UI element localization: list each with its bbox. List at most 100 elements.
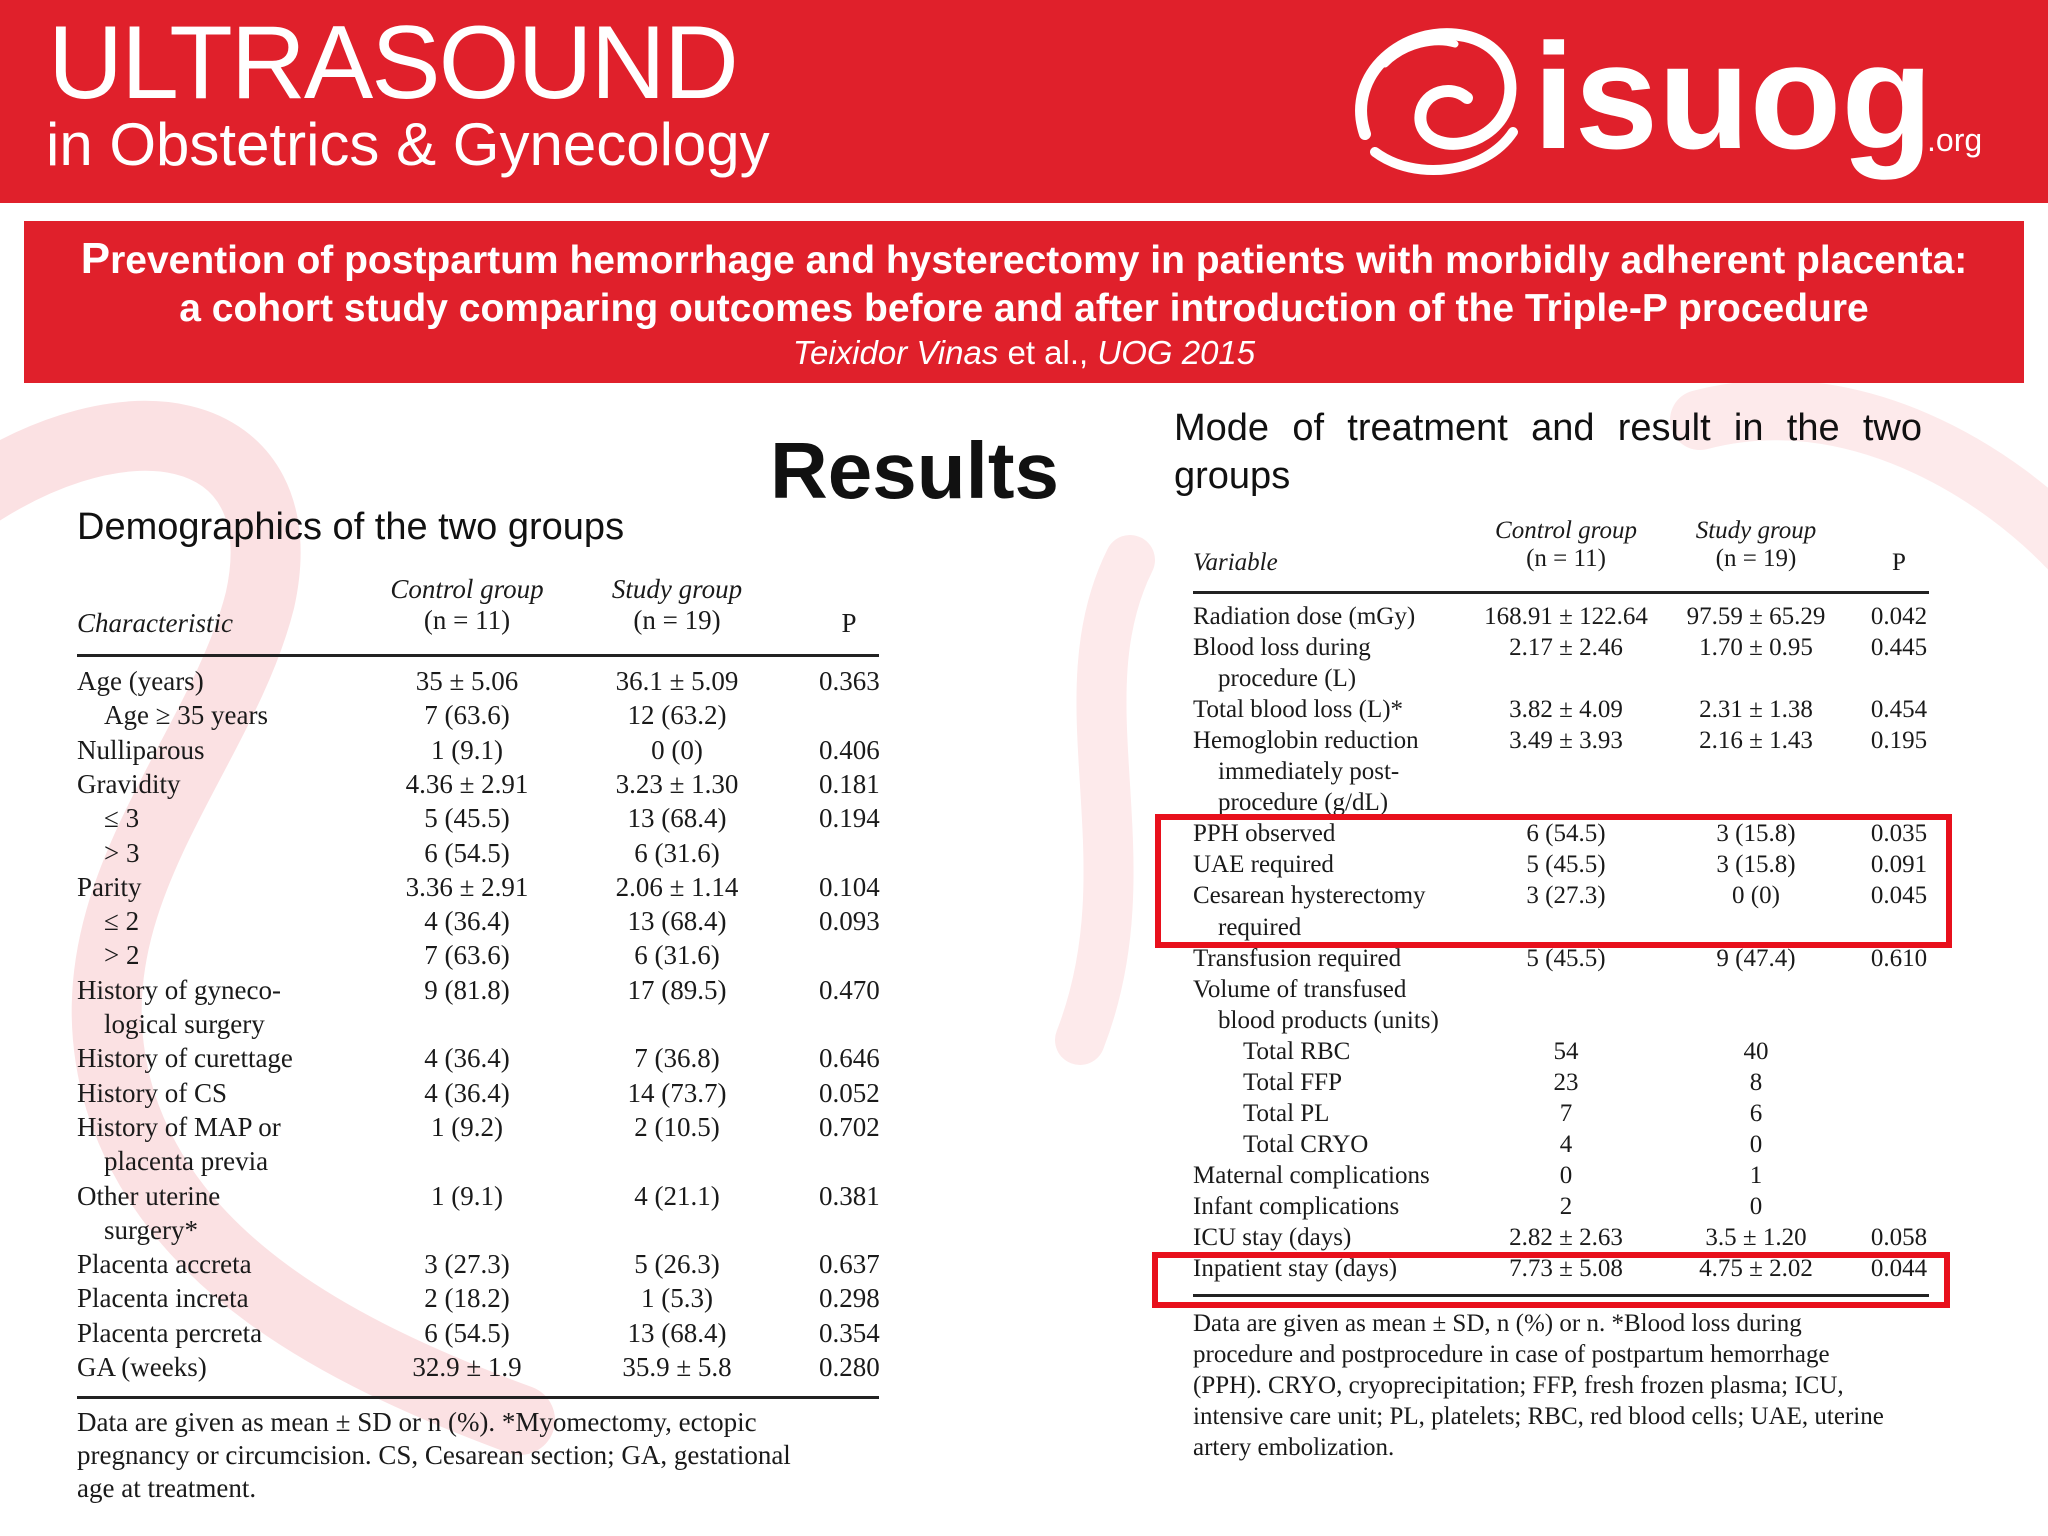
p-value: 0.610 <box>1870 944 1928 972</box>
control-value: 3 (27.3) <box>424 1249 510 1280</box>
study-value: 3 (15.8) <box>1716 820 1796 848</box>
col-header-control: Control group (n = 11) <box>1495 517 1637 572</box>
control-value: 4 (36.4) <box>424 1043 510 1074</box>
row-label: surgery* <box>104 1214 198 1245</box>
row-label: procedure (g/dL) <box>1218 789 1389 817</box>
article-byline: Teixidor Vinas et al., UOG 2015 <box>792 334 1256 371</box>
table-row: Placenta increta 2 (18.2) 1 (5.3) 0.298 <box>77 1281 880 1315</box>
row-label: History of MAP or <box>77 1111 281 1142</box>
p-value: 0.044 <box>1870 1255 1928 1283</box>
table-row: History of MAP or 1 (9.2) 2 (10.5) 0.702 <box>77 1110 880 1144</box>
study-value: 9 (47.4) <box>1716 944 1796 972</box>
control-value: 23 <box>1553 1068 1579 1096</box>
p-value: 0.195 <box>1870 727 1928 755</box>
row-label: History of CS <box>77 1077 228 1108</box>
study-value: 14 (73.7) <box>627 1077 727 1108</box>
table-row: Transfusion required 5 (45.5) 9 (47.4) 0.61… <box>1193 943 1929 974</box>
row-label: Parity <box>77 871 142 902</box>
row-label: Cesarean hysterectomy <box>1193 882 1426 910</box>
table-row: Total FFP 23 8 <box>1193 1067 1929 1098</box>
row-label: Nulliparous <box>77 734 205 765</box>
table-row: Other uterine 1 (9.1) 4 (21.1) 0.381 <box>77 1179 880 1213</box>
isuog-swirl-icon <box>1355 28 1518 175</box>
p-value: 0.646 <box>819 1043 880 1074</box>
p-value: 0.280 <box>819 1352 880 1382</box>
control-value: 3.82 ± 4.09 <box>1509 696 1623 724</box>
control-value: 7 (63.6) <box>424 700 510 731</box>
footnote-line: (PPH). CRYO, cryoprecipitation; FFP, fre… <box>1193 1372 1844 1400</box>
control-value: 3 (27.3) <box>1526 882 1606 910</box>
table-row: > 2 7 (63.6) 6 (31.6) <box>77 938 879 972</box>
p-value: 0.104 <box>819 871 880 902</box>
col-header-characteristic: Characteristic <box>77 608 233 638</box>
control-value: 1 (9.2) <box>431 1111 503 1142</box>
row-label: > 2 <box>104 940 140 971</box>
row-label: Total PL <box>1243 1099 1330 1127</box>
table-row: History of curettage 4 (36.4) 7 (36.8) 0.64… <box>77 1041 880 1075</box>
table-row: GA (weeks) 32.9 ± 1.9 35.9 ± 5.8 0.280 <box>77 1350 880 1384</box>
control-value: 4 (36.4) <box>424 1077 510 1108</box>
table-row: surgery* <box>77 1213 879 1247</box>
study-value: 4.75 ± 2.02 <box>1699 1255 1813 1283</box>
control-value: 7 (63.6) <box>424 940 510 971</box>
article-title: Prevention of postpartum hemorrhage and … <box>24 235 2024 333</box>
p-value: 0.045 <box>1870 882 1928 910</box>
table-row: > 3 6 (54.5) 6 (31.6) <box>77 836 879 870</box>
col-header-control: Control group (n = 11) <box>390 574 544 635</box>
control-value: 7.73 ± 5.08 <box>1509 1255 1623 1283</box>
table-row: Inpatient stay (days) 7.73 ± 5.08 4.75 ± 2… <box>1193 1253 1929 1284</box>
footnote-line: intensive care unit; PL, platelets; RBC,… <box>1193 1403 1884 1431</box>
table-row: Cesarean hysterectomy 3 (27.3) 0 (0) 0.045 <box>1193 880 1929 911</box>
isuog-logo: isuog .org <box>1345 12 2005 194</box>
study-value: 13 (68.4) <box>627 906 727 937</box>
study-value: 2.31 ± 1.38 <box>1699 696 1813 724</box>
table-row: procedure (g/dL) <box>1193 787 1929 818</box>
control-value: 5 (45.5) <box>424 803 510 834</box>
highlight-box-pph-uae-hysterectomy <box>1155 814 1952 948</box>
table-row: History of gyneco- 9 (81.8) 17 (89.5) 0.470 <box>77 973 880 1007</box>
row-label: History of gyneco- <box>77 974 281 1005</box>
study-value: 7 (36.8) <box>634 1043 720 1074</box>
study-value: 36.1 ± 5.09 <box>615 666 739 696</box>
row-label: Inpatient stay (days) <box>1193 1255 1398 1283</box>
table-row: History of CS 4 (36.4) 14 (73.7) 0.052 <box>77 1076 880 1110</box>
article-title-line1: Prevention of postpartum hemorrhage and … <box>80 234 1968 283</box>
study-value: 1 <box>1749 1161 1763 1189</box>
table-row: Nulliparous 1 (9.1) 0 (0) 0.406 <box>77 733 880 767</box>
row-label: PPH observed <box>1193 820 1336 848</box>
table-footnote: Data are given as mean ± SD, n (%) or n.… <box>1193 1308 1929 1463</box>
p-value: 0.091 <box>1870 851 1928 879</box>
control-value: 6 (54.5) <box>424 1317 510 1348</box>
row-label: Age ≥ 35 years <box>104 700 269 731</box>
row-label: Radiation dose (mGy) <box>1193 603 1416 630</box>
row-label: blood products (units) <box>1218 1006 1439 1034</box>
control-value: 3.49 ± 3.93 <box>1509 727 1623 755</box>
table-row: Age (years) 35 ± 5.06 36.1 ± 5.09 0.363 <box>77 664 880 698</box>
logo-suffix: .org <box>1927 122 1983 158</box>
table-row: Placenta percreta 6 (54.5) 13 (68.4) 0.354 <box>77 1316 880 1350</box>
footnote-line: procedure and postprocedure in case of p… <box>1193 1341 1830 1369</box>
study-value: 0 <box>1749 1130 1763 1158</box>
row-label: Total blood loss (L)* <box>1193 696 1404 724</box>
journal-subtitle: in Obstetrics & Gynecology <box>46 111 770 178</box>
study-value: 4 (21.1) <box>634 1180 720 1211</box>
study-value: 5 (26.3) <box>634 1249 720 1280</box>
bottom-rule <box>1193 1294 1929 1298</box>
table-row: ≤ 2 4 (36.4) 13 (68.4) 0.093 <box>77 904 880 938</box>
logo-wordmark: isuog <box>1533 12 1933 180</box>
row-label: Volume of transfused <box>1193 975 1407 1003</box>
row-label: UAE required <box>1193 851 1334 879</box>
control-value: 6 (54.5) <box>1526 820 1606 848</box>
study-value: 97.59 ± 65.29 <box>1686 603 1826 630</box>
control-value: 3.36 ± 2.91 <box>405 871 529 902</box>
row-label: Gravidity <box>77 768 181 799</box>
table-row: Infant complications 2 0 <box>1193 1191 1929 1222</box>
row-label: Total RBC <box>1243 1037 1351 1065</box>
row-label: Total CRYO <box>1243 1130 1369 1158</box>
table-row: UAE required 5 (45.5) 3 (15.8) 0.091 <box>1193 849 1929 880</box>
results-heading: Results <box>770 426 1059 515</box>
control-value: 7 <box>1559 1099 1573 1127</box>
p-value: 0.406 <box>819 734 880 765</box>
p-value: 0.637 <box>819 1249 880 1280</box>
control-value: 6 (54.5) <box>424 837 510 868</box>
